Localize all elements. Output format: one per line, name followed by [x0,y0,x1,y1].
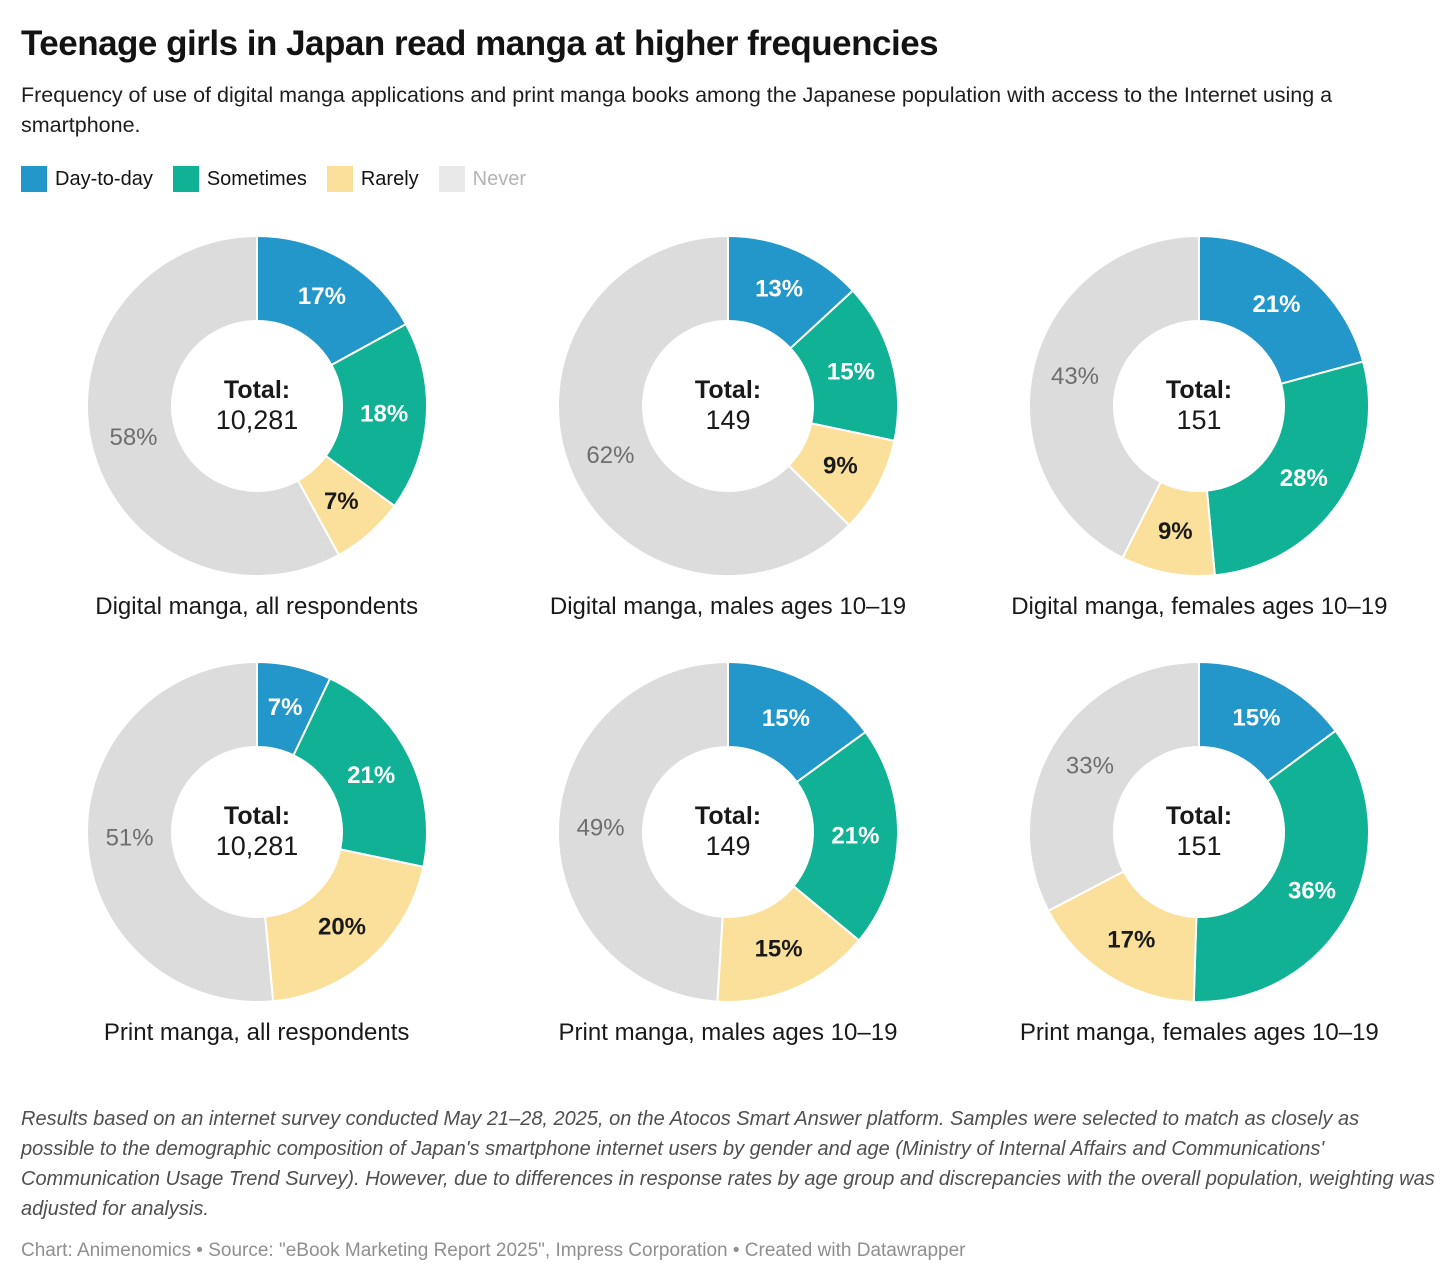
slice-label-rarely: 15% [755,936,803,963]
slice-label-sometimes: 21% [831,823,879,850]
total-label: Total: [224,376,290,404]
slice-never [1028,235,1201,560]
credit-line: Chart: Animenomics • Source: "eBook Mark… [21,1240,966,1262]
slice-label-never: 33% [1066,753,1114,780]
donut-cell-print-manga-all-respondents: 7% 21% 20% 51% Total: 10,281 Print manga, all … [21,660,492,1048]
slice-sometimes [792,731,899,942]
slice-sometimes [1206,361,1371,577]
slice-never [1028,661,1201,913]
chart-caption: Print manga, females ages 10–19 [1019,1019,1379,1047]
total-value: 151 [1177,405,1222,435]
total-label: Total: [695,376,761,404]
chart-subtitle: Frequency of use of digital manga applic… [21,83,1333,138]
legend-swatch-rarely [326,166,353,193]
chart-caption: Digital manga, females ages 10–19 [1011,593,1388,621]
total-value: 10,281 [215,831,298,861]
total-label: Total: [1166,802,1232,830]
slice-label-day-to-day: 15% [1233,705,1281,732]
donut-cell-digital-manga-all-respondents: 17% 18% 7% 58% Total: 10,281 Digital manga, al… [21,234,492,622]
slice-label-day-to-day: 13% [755,276,803,303]
slice-sometimes [292,677,428,869]
legend-swatch-day-to-day [21,166,47,193]
slice-day-to-day [1198,235,1365,386]
slice-sometimes [324,323,428,508]
slice-sometimes [1193,730,1371,1004]
slice-label-day-to-day: 15% [762,705,810,732]
legend-label-never: Never [472,168,526,191]
legend-item-sometimes: Sometimes [172,166,307,193]
slice-label-day-to-day: 17% [298,283,346,310]
slice-label-never: 58% [109,425,157,452]
donut-chart-4: 7% 21% 20% 51% Total:10,281 [85,661,428,1004]
slice-label-sometimes: 28% [1280,466,1328,493]
slice-rarely [263,848,425,1003]
legend-label-rarely: Rarely [360,168,419,191]
legend-item-day-to-day: Day-to-day [21,166,153,193]
slice-label-sometimes: 21% [347,762,395,789]
donut-chart-2: 13% 15% 9% 62% Total:149 [557,235,899,578]
legend-label-day-to-day: Day-to-day [55,168,153,191]
legend: Day-to-day Sometimes Rarely Never [21,166,1435,193]
slice-label-rarely: 17% [1108,927,1156,954]
chart-caption: Digital manga, males ages 10–19 [549,593,907,621]
legend-item-never: Never [438,166,526,193]
chart-caption: Print manga, all respondents [103,1019,410,1047]
slice-never [557,235,851,578]
slice-label-day-to-day: 7% [267,695,302,722]
chart-caption: Digital manga, all respondents [95,593,419,621]
total-label: Total: [695,802,761,830]
slice-label-sometimes: 15% [827,359,875,386]
slice-label-rarely: 9% [1158,518,1193,545]
legend-label-sometimes: Sometimes [206,168,307,191]
slice-label-sometimes: 18% [360,401,408,428]
donut-cell-print-manga-females-ages-10-19: 15% 36% 17% 33% Total: 151 Print manga, female… [964,660,1435,1048]
donut-chart-1: 17% 18% 7% 58% Total:10,281 [85,235,428,578]
slice-label-never: 43% [1051,363,1099,390]
donut-chart-6: 15% 36% 17% 33% Total:151 [1028,661,1371,1004]
slice-day-to-day [255,235,407,367]
slice-never [556,661,729,1004]
legend-swatch-sometimes [172,166,199,193]
total-value: 149 [705,405,750,435]
donut-cell-print-manga-males-ages-10-19: 15% 21% 15% 49% Total: 149 Print manga, males … [492,660,963,1048]
slice-label-rarely: 7% [324,489,359,516]
total-label: Total: [224,802,290,830]
slice-label-rarely: 9% [823,453,858,480]
total-label: Total: [1166,376,1232,404]
slice-label-never: 51% [105,825,153,852]
slice-label-never: 62% [586,442,634,469]
slice-label-rarely: 20% [318,914,366,941]
donut-chart-3: 21% 28% 9% 43% Total:151 [1028,235,1371,578]
slice-label-sometimes: 36% [1288,878,1336,905]
total-value: 149 [705,831,750,861]
donut-chart-5: 15% 21% 15% 49% Total:149 [556,661,899,1004]
slice-never [85,661,274,1004]
footnote: Results based on an internet survey cond… [21,1108,1435,1221]
slice-rarely [1047,870,1198,1004]
legend-swatch-never [438,166,465,193]
donut-cell-digital-manga-males-ages-10-19: 13% 15% 9% 62% Total: 149 Digital manga, males… [492,234,963,622]
slice-never [85,235,340,578]
total-value: 10,281 [215,405,298,435]
chart-caption: Print manga, males ages 10–19 [558,1019,898,1047]
charts-grid: 17% 18% 7% 58% Total: 10,281 Digital manga, al… [21,234,1435,1048]
donut-cell-digital-manga-females-ages-10-19: 21% 28% 9% 43% Total: 151 Digital manga, femal… [964,234,1435,622]
slice-label-never: 49% [577,815,625,842]
page-title: Teenage girls in Japan read manga at hig… [21,24,939,63]
slice-label-day-to-day: 21% [1253,292,1301,319]
total-value: 151 [1177,831,1222,861]
legend-item-rarely: Rarely [326,166,419,193]
